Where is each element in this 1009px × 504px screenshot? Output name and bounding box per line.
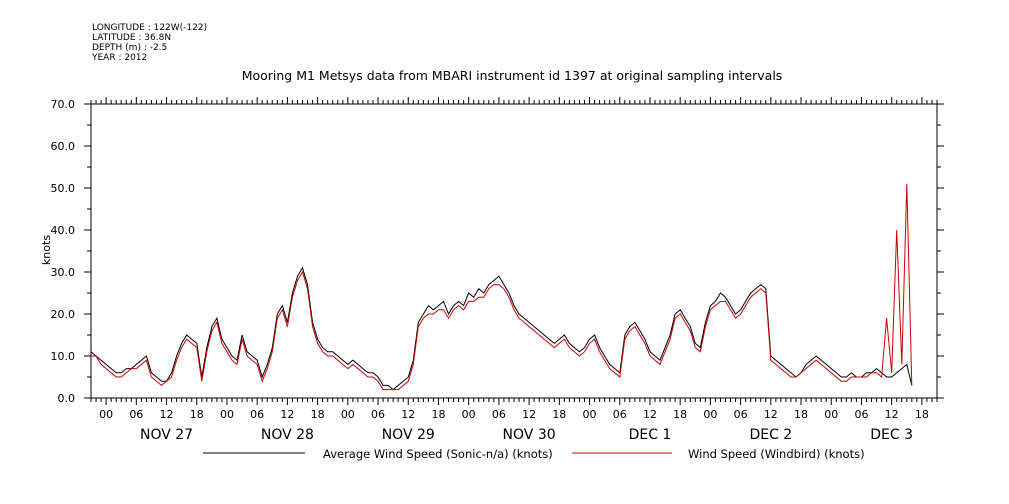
day-label: NOV 28 [261,427,314,443]
day-label: NOV 27 [140,427,193,443]
x-tick-label: 06 [492,408,506,421]
x-tick-label: 00 [220,408,234,421]
chart-title: Mooring M1 Metsys data from MBARI instru… [242,68,783,83]
y-tick-label: 20.0 [51,308,76,321]
y-tick-labels: 0.0 10.0 20.0 30.0 40.0 50.0 60.0 70.0 [51,98,76,405]
meta-year: YEAR : 2012 [91,53,147,63]
x-tick-label: 06 [250,408,264,421]
day-label: DEC 3 [870,427,913,443]
x-tick-label: 00 [462,408,476,421]
y-tick-label: 0.0 [58,392,76,405]
x-tick-label: 18 [311,408,325,421]
y-tick-label: 50.0 [51,182,76,195]
x-tick-label: 12 [885,408,899,421]
x-tick-label: 18 [915,408,929,421]
y-axis-label: knots [40,235,53,265]
x-tick-label: 06 [734,408,748,421]
x-tick-label: 00 [583,408,597,421]
day-label: DEC 2 [749,427,792,443]
y-tick-label: 40.0 [51,224,76,237]
x-tick-label: 06 [129,408,143,421]
series-line-sonic [90,266,913,391]
day-labels: NOV 27 NOV 28 NOV 29 NOV 30 DEC 1 DEC 2 DEC 3 [140,427,913,443]
x-tick-label: 06 [371,408,385,421]
x-tick-label: 18 [673,408,687,421]
y-tick-label: 30.0 [51,266,76,279]
axis-ticks [84,97,944,405]
x-tick-label: 12 [764,408,778,421]
series-lines [90,183,913,391]
meta-longitude: LONGITUDE : 122W(-122) [92,23,207,33]
legend-label-windbird: Wind Speed (Windbird) (knots) [688,447,865,461]
x-tick-label: 12 [643,408,657,421]
x-tick-label: 00 [703,408,717,421]
x-tick-label: 12 [160,408,174,421]
x-tick-label: 06 [854,408,868,421]
series-line-windbird [91,183,913,391]
y-tick-label: 60.0 [51,140,76,153]
x-tick-label: 12 [522,408,536,421]
x-tick-label: 18 [794,408,808,421]
legend: Average Wind Speed (Sonic-n/a) (knots) W… [203,447,865,461]
x-tick-label: 06 [613,408,627,421]
plot-frame [90,103,938,399]
day-label: NOV 30 [503,427,556,443]
legend-label-sonic: Average Wind Speed (Sonic-n/a) (knots) [323,447,553,461]
x-tick-label: 12 [401,408,415,421]
meta-depth: DEPTH (m) : -2.5 [92,43,167,53]
x-tick-label: 18 [552,408,566,421]
metadata-block: LONGITUDE : 122W(-122) LATITUDE : 36.8N … [91,23,207,63]
x-tick-label: 00 [341,408,355,421]
meta-latitude: LATITUDE : 36.8N [92,33,171,43]
x-tick-label: 00 [99,408,113,421]
x-tick-label: 12 [280,408,294,421]
day-label: DEC 1 [629,427,672,443]
x-tick-label: 18 [431,408,445,421]
x-tick-labels: 00 06 12 18 00 06 12 18 00 06 12 18 00 06 12 18 00 06 12 18… [99,408,929,421]
x-tick-label: 18 [190,408,204,421]
y-tick-label: 70.0 [51,98,76,111]
y-tick-label: 10.0 [51,350,76,363]
day-label: NOV 29 [382,427,435,443]
x-tick-label: 00 [824,408,838,421]
